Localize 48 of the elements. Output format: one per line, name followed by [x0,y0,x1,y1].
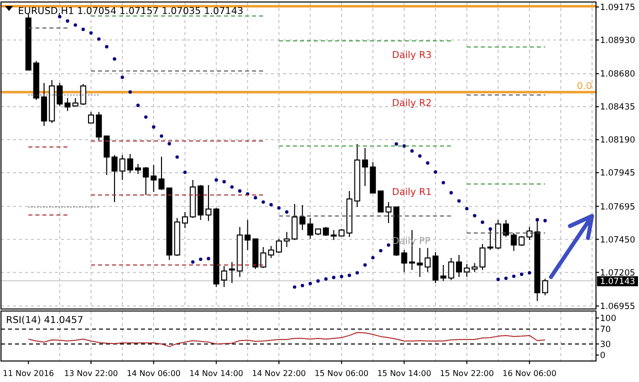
candlestick [228,261,235,284]
candlestick [479,243,486,270]
x-tick-label: 14 Nov 06:00 [126,369,181,378]
y-tick-label: 0 [600,351,606,362]
candlestick [386,202,392,224]
candlestick [526,226,532,241]
y-tick-label: 1.07695 [600,202,636,212]
y-tick-label: 1.07450 [600,235,636,246]
candlestick [88,111,94,124]
candlestick [41,82,48,126]
ref-line-label: 1.07143 [600,277,636,288]
y-tick-label: 1.06955 [600,302,636,312]
x-tick-label: 14 Nov 14:00 [189,369,244,378]
candlestick [456,254,462,278]
candlestick [502,219,509,238]
y-tick-label: 1.07945 [600,168,636,179]
y-tick-label: 1.07205 [600,268,636,278]
text: RSI(14) 41.0457 [6,315,84,326]
chart-title: EURUSD,H1 1.07054 1.07157 1.07035 1.07143 [18,6,244,17]
x-tick-label: 14 Nov 22:00 [252,369,306,378]
x-tick-label: 15 Nov 06:00 [314,369,369,378]
x-tick-label: 16 Nov 06:00 [502,369,556,378]
y-tick-label: 70 [600,325,611,336]
x-tick-label: 15 Nov 22:00 [440,369,494,378]
y-tick-label: 1.09175 [600,2,636,13]
x-tick-label: 11 Nov 2016 [2,369,54,378]
x-tick-label: 15 Nov 14:00 [377,369,432,378]
line-series [28,332,546,348]
x-tick-label: 13 Nov 22:00 [64,369,118,378]
y-tick-label: 1.08190 [600,136,636,146]
candlestick [158,156,164,190]
candlestick [205,184,212,222]
y-tick-label: 1.08680 [600,70,636,80]
annotation: Daily R2 [392,98,432,109]
y-tick-label: 1.08435 [600,102,636,113]
candlestick [432,252,439,284]
annotation: Daily R3 [392,50,432,61]
candlestick [362,148,368,187]
annotation: Daily R1 [392,187,432,198]
annotation: 0.0 [576,81,592,92]
candlestick [112,154,118,203]
candlestick [276,238,282,254]
candlestick [182,212,188,229]
candlestick [135,164,142,175]
y-tick-label: 30 [600,340,611,350]
candlestick [64,98,71,112]
y-tick-label: 1.08930 [600,36,636,46]
y-tick-label: 100 [600,314,616,324]
